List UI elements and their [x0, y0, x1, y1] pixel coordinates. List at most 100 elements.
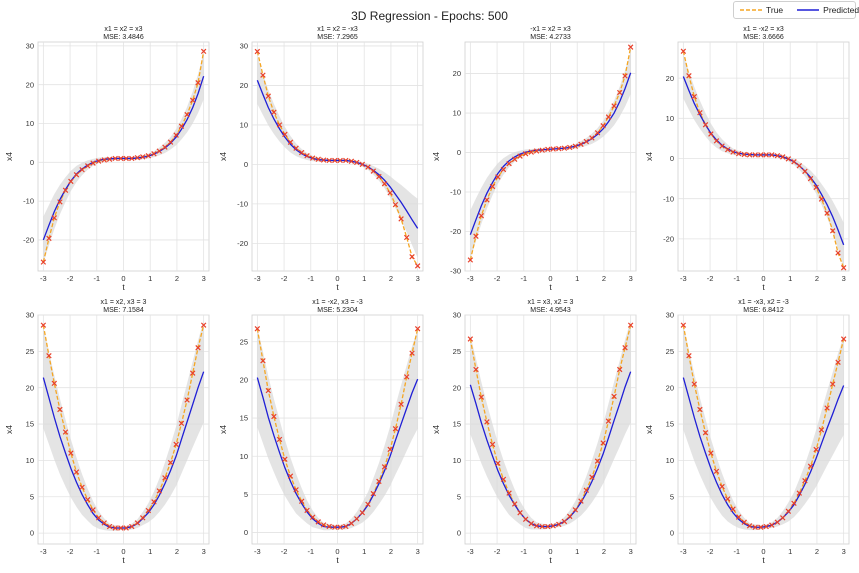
x-tick-label: 2	[389, 274, 393, 283]
sample-marker	[697, 109, 703, 116]
sample-marker	[517, 510, 523, 516]
sample-marker	[769, 152, 775, 158]
y-axis-label: x4	[4, 152, 14, 161]
sample-marker	[686, 73, 692, 79]
sample-marker	[409, 254, 415, 260]
sample-marker	[572, 507, 579, 513]
y-axis-label: x4	[644, 152, 654, 161]
y-tick-label: 30	[240, 42, 248, 51]
sample-marker	[200, 48, 207, 55]
predicted-line	[469, 72, 632, 235]
sample-marker	[265, 93, 272, 99]
sample-marker	[567, 144, 573, 151]
sample-marker	[129, 155, 135, 162]
sample-marker	[556, 145, 562, 152]
sample-marker	[473, 366, 479, 373]
sample-marker	[282, 131, 288, 138]
sample-marker	[62, 187, 69, 193]
sample-marker	[276, 122, 283, 128]
subplot-6: -3 -2 -1 0 1 2 3 0 5 10 15 20 25 x1 = -x2, x3 = -3MSE…	[218, 299, 424, 565]
sample-marker	[829, 381, 836, 387]
y-axis-label: x4	[218, 152, 228, 161]
sample-marker	[802, 168, 808, 175]
sample-marker	[545, 146, 551, 153]
sample-marker	[813, 446, 819, 453]
subplot-mse: MSE: 7.2965	[317, 34, 358, 41]
sample-marker	[309, 514, 316, 521]
sample-marker	[780, 515, 786, 521]
sample-marker	[101, 157, 107, 163]
x-tick-label: -3	[467, 547, 474, 556]
x-axis-label: t	[762, 282, 765, 292]
subplot-title: -x1 = x2 = x3	[530, 26, 571, 33]
y-tick-label: 25	[666, 347, 674, 356]
sample-marker	[680, 48, 687, 54]
sample-marker	[195, 344, 201, 351]
sample-marker	[796, 490, 803, 496]
sample-marker	[359, 161, 366, 168]
x-tick-label: -2	[494, 547, 501, 556]
subplot-mse: MSE: 3.4846	[103, 34, 144, 41]
y-tick-label: 10	[240, 121, 248, 130]
sample-marker	[304, 152, 310, 159]
y-tick-label: -20	[450, 227, 461, 236]
x-tick-label: 1	[148, 547, 152, 556]
sample-marker	[271, 109, 277, 116]
sample-marker	[600, 122, 606, 129]
y-tick-label: 5	[457, 492, 461, 501]
sample-marker	[691, 93, 698, 100]
sample-marker	[528, 520, 534, 527]
sample-marker	[145, 152, 152, 159]
sample-marker	[813, 184, 819, 191]
y-tick-label: 0	[30, 529, 34, 538]
x-axis-label: t	[336, 555, 339, 565]
y-tick-label: 20	[240, 81, 248, 90]
y-tick-label: 20	[26, 80, 34, 89]
sample-marker	[332, 524, 338, 530]
sample-marker	[84, 163, 91, 169]
sample-marker	[409, 350, 415, 356]
sample-marker	[73, 469, 80, 475]
sample-marker	[332, 157, 338, 164]
sample-marker	[735, 150, 742, 157]
sample-marker	[724, 146, 731, 153]
y-tick-label: 25	[240, 337, 248, 346]
x-tick-label: 3	[629, 547, 633, 556]
sample-marker	[467, 257, 474, 263]
sample-marker	[713, 138, 720, 144]
y-tick-label: 5	[30, 492, 34, 501]
sample-marker	[622, 73, 628, 79]
sample-marker	[381, 181, 388, 187]
sample-marker	[802, 478, 808, 484]
sample-marker	[545, 523, 551, 530]
y-tick-label: 0	[457, 148, 461, 157]
sample-marker	[287, 139, 294, 146]
x-tick-label: -2	[281, 274, 288, 283]
figure-title: 3D Regression - Epochs: 500	[351, 9, 508, 23]
x-axis-label: t	[762, 555, 765, 565]
subplot-mse: MSE: 4.2733	[530, 34, 571, 41]
sample-marker	[719, 483, 725, 490]
sample-marker	[140, 154, 146, 160]
sample-marker	[304, 507, 310, 514]
sample-marker	[763, 523, 769, 530]
sample-marker	[298, 498, 305, 504]
sample-marker	[90, 507, 96, 513]
sample-marker	[315, 156, 321, 162]
sample-marker	[829, 228, 836, 234]
sample-marker	[57, 406, 63, 413]
predicted-line	[469, 371, 632, 528]
sample-marker	[260, 358, 266, 364]
sample-marker	[702, 430, 709, 436]
x-axis-label: t	[549, 282, 552, 292]
sample-marker	[511, 156, 518, 162]
sample-marker	[90, 160, 96, 166]
legend-item-predicted: Predicted	[797, 5, 859, 15]
sample-marker	[68, 450, 74, 456]
y-tick-label: 20	[453, 383, 461, 392]
subplot-title: x1 = -x3, x2 = -3	[738, 299, 789, 306]
sample-marker	[106, 523, 113, 530]
sample-marker	[57, 199, 63, 205]
